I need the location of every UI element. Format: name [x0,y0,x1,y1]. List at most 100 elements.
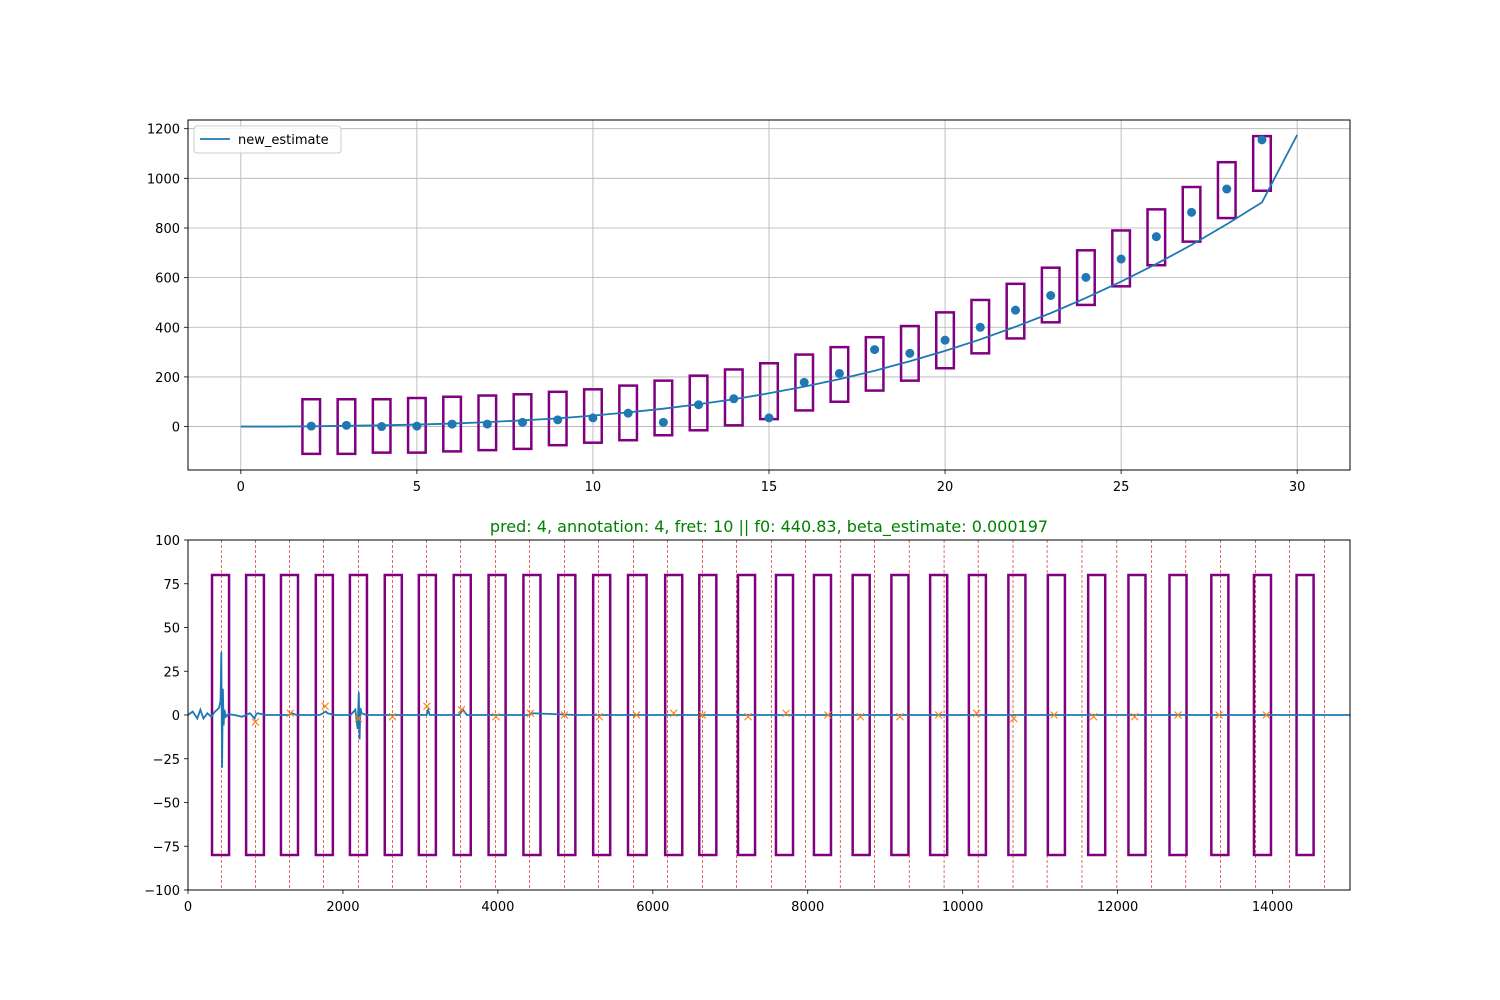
bottom-y-tick-label: 50 [163,622,180,637]
bottom-peak-marker-stroke [560,711,569,719]
bottom-peak-marker-stroke [388,712,397,721]
bottom-peak-marker-stroke [856,712,865,721]
bottom-peak-marker-stroke [698,711,707,719]
bottom-spectrum-series [187,651,1350,768]
bottom-peak-marker-stroke [934,711,943,719]
bottom-y-tick-label: 100 [155,534,180,549]
bottom-y-ticks: −100 −75 −50 −25 0 25 50 75 100 [144,534,188,899]
bottom-peak-marker-stroke [632,711,641,719]
bottom-peak-marker [595,712,604,721]
bottom-peak-marker [1215,711,1224,719]
top-uncertainty-box [935,311,956,370]
bottom-peak-marker [856,712,865,721]
bottom-peak-marker-stroke [744,712,753,721]
bottom-peak-marker-stroke [286,709,295,718]
bottom-peak-marker-stroke [1174,711,1182,719]
bottom-peak-marker-stroke [492,712,500,721]
bottom-peak-marker-stroke [354,714,363,723]
top-data-point [306,421,316,431]
bottom-peak-marker [744,712,753,721]
bottom-peak-marker-stroke [669,709,678,718]
bottom-peak-marker [1174,711,1182,719]
bottom-x-tick-label: 6000 [636,900,669,915]
top-data-point [1081,272,1091,282]
bottom-peak-marker [895,712,904,721]
top-data-point [1222,184,1232,194]
top-data-point [870,345,880,355]
bottom-peak-marker-stroke [1130,712,1139,721]
top-y-tick-label: 0 [172,421,180,436]
top-y-tick-label: 600 [155,272,180,287]
bottom-peak-marker-stroke [251,718,260,726]
bottom-peak-marker [1050,711,1059,719]
top-data-point [1187,207,1197,217]
bottom-x-tick-label: 4000 [481,900,514,915]
top-x-tick-label: 15 [761,480,778,495]
top-uncertainty-box [1181,185,1202,243]
bottom-y-tick-label: 25 [163,665,180,680]
legend-label: new_estimate [238,133,329,148]
bottom-y-tick-label: −50 [153,797,180,812]
top-y-tick-label: 200 [155,371,180,386]
bottom-peak-marker [526,709,535,718]
top-x-tick-label: 0 [237,480,245,495]
top-data-point [764,413,774,423]
top-data-point [729,394,739,404]
top-uncertainty-box [899,324,920,382]
top-x-tick-label: 25 [1113,480,1130,495]
bottom-x-tick-label: 14000 [1252,900,1293,915]
bottom-peak-marker [1130,712,1139,721]
top-uncertainty-box [1216,160,1237,220]
bottom-peak-marker-stroke [1215,711,1224,719]
top-data-point [905,348,915,358]
bottom-peak-marker [457,705,466,714]
top-x-ticks: 0 5 10 15 20 25 30 [237,470,1306,495]
top-uncertainty-box [1005,282,1026,340]
bottom-peak-marker [1009,714,1018,723]
top-data-point [1257,135,1267,145]
bottom-peak-marker [972,709,981,718]
bottom-peak-marker [492,712,500,721]
top-data-point [553,415,563,425]
top-data-point [799,377,809,387]
bottom-x-tick-label: 0 [184,900,192,915]
bottom-x-tick-label: 10000 [942,900,983,915]
top-uncertainty-box [864,335,885,392]
bottom-y-tick-label: −100 [144,884,180,899]
top-data-point [975,322,985,332]
top-legend: new_estimate [193,125,342,154]
top-data-point [658,417,668,427]
top-uncertainty-box [794,353,815,412]
top-uncertainty-box [829,345,850,403]
bottom-peak-marker-stroke [895,712,904,721]
top-uncertainty-box [1075,249,1096,307]
bottom-peak-marker-stroke [457,705,466,714]
bottom-y-tick-label: 0 [172,709,180,724]
bottom-peak-marker-stroke [782,709,790,718]
bottom-peak-marker [354,714,363,723]
top-data-point [1046,290,1056,300]
top-data-point [447,419,457,429]
top-y-tick-label: 800 [155,222,180,237]
bottom-peak-marker [934,711,943,719]
top-data-point [412,421,422,431]
bottom-peak-marker [823,711,832,719]
bottom-peak-marker [1089,712,1098,721]
bottom-y-tick-label: 75 [163,578,180,593]
bottom-x-tick-label: 12000 [1097,900,1138,915]
top-data-point [623,408,633,418]
bottom-spectrum-line [187,651,1350,768]
top-x-tick-label: 30 [1289,480,1306,495]
bottom-y-tick-label: −25 [153,753,180,768]
top-y-ticks: 0 200 400 600 800 1000 1200 [147,123,188,436]
top-y-tick-label: 400 [155,321,180,336]
bottom-peak-marker-stroke [823,711,832,719]
top-uncertainty-box [1111,229,1132,288]
bottom-peak-marker-stroke [1089,712,1098,721]
top-data-point [1151,232,1161,242]
top-data-point [341,420,351,430]
bottom-peak-marker [1262,711,1271,719]
bottom-peak-marker [286,709,295,718]
